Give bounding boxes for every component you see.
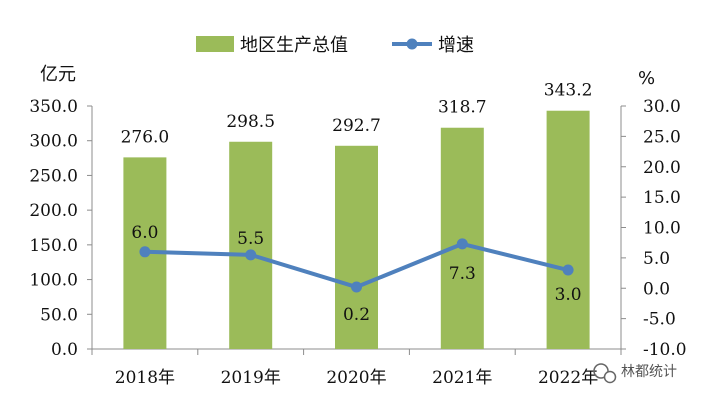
x-tick-label: 2022年 xyxy=(538,368,598,388)
x-tick-label: 2021年 xyxy=(432,368,492,388)
right-tick-label: 30.0 xyxy=(643,97,681,117)
bar xyxy=(440,127,484,349)
bar xyxy=(229,141,273,349)
right-axis-unit: % xyxy=(638,68,655,89)
data-labels: 276.0 298.5 292.7 318.7 343.2 6.0 5.5 0.2 7.3 3.0 xyxy=(121,81,593,325)
left-axis-unit: 亿元 xyxy=(40,64,76,85)
axes: 0.0 50.0 100.0 150.0 200.0 250.0 300.0 350.0 -10… xyxy=(29,97,686,388)
legend: 地区生产总值 增速 xyxy=(196,35,474,56)
right-tick-label: 5.0 xyxy=(643,249,670,269)
bar-data-label: 343.2 xyxy=(544,81,593,101)
right-tick-label: 10.0 xyxy=(643,219,681,239)
x-tick-label: 2018年 xyxy=(115,368,175,388)
right-tick-label: -10.0 xyxy=(643,340,687,360)
line-data-label: 7.3 xyxy=(449,264,476,284)
x-tick-label: 2020年 xyxy=(326,368,386,388)
right-tick-label: 15.0 xyxy=(643,188,681,208)
growth-point xyxy=(456,238,468,250)
right-tick-label: 0.0 xyxy=(643,279,670,299)
legend-bar-swatch xyxy=(196,36,234,52)
bar-data-label: 292.7 xyxy=(332,116,381,136)
growth-point xyxy=(139,246,151,258)
watermark: 林都统计 xyxy=(593,363,677,384)
bar-data-label: 298.5 xyxy=(226,112,275,132)
watermark-text: 林都统计 xyxy=(621,364,677,380)
growth-point xyxy=(351,281,362,293)
line-data-label: 5.5 xyxy=(237,229,264,249)
bar xyxy=(546,110,590,349)
right-tick-label: 25.0 xyxy=(643,127,681,147)
legend-bar-label: 地区生产总值 xyxy=(240,35,348,56)
left-tick-label: 350.0 xyxy=(29,97,78,117)
wechat-icon xyxy=(593,363,617,384)
left-tick-label: 150.0 xyxy=(29,236,78,256)
left-tick-label: 250.0 xyxy=(29,166,78,186)
left-tick-label: 300.0 xyxy=(29,132,78,152)
bar xyxy=(335,145,378,349)
growth-line xyxy=(139,238,574,293)
legend-line-marker xyxy=(406,38,418,50)
bar-data-label: 276.0 xyxy=(121,127,170,147)
x-tick-label: 2019年 xyxy=(221,368,281,388)
left-tick-label: 50.0 xyxy=(40,305,78,325)
left-tick-label: 100.0 xyxy=(29,271,78,291)
right-tick-label: -5.0 xyxy=(643,310,676,330)
left-tick-label: 200.0 xyxy=(29,201,78,221)
line-data-label: 3.0 xyxy=(555,285,582,305)
line-data-label: 6.0 xyxy=(131,223,158,243)
legend-line-label: 增速 xyxy=(438,35,474,56)
right-tick-label: 20.0 xyxy=(643,158,681,178)
bar-data-label: 318.7 xyxy=(438,98,487,118)
left-tick-label: 0.0 xyxy=(51,340,78,360)
growth-point xyxy=(562,264,574,276)
growth-point xyxy=(245,249,257,261)
line-data-label: 0.2 xyxy=(343,305,370,325)
